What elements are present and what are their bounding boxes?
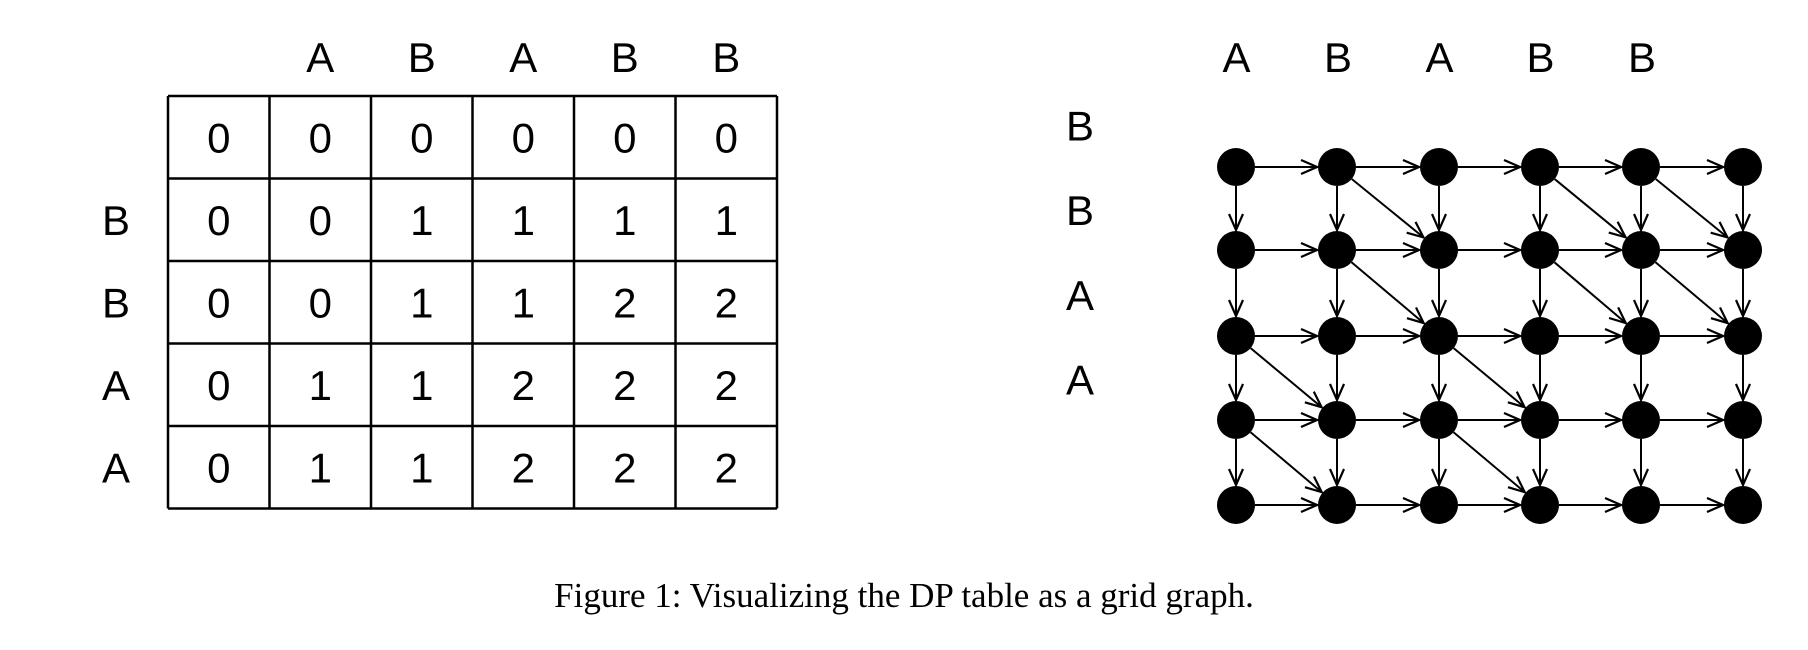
dp-row-label: B [102,197,130,244]
dp-cell: 0 [715,114,738,161]
dp-column-label: A [509,34,537,81]
dp-cell: 2 [715,444,738,491]
graph-node [1318,401,1356,439]
graph-row-label: B [1066,187,1094,234]
dp-cell: 0 [207,197,230,244]
dp-column-label: B [712,34,740,81]
graph-node [1217,148,1255,186]
dp-cell: 2 [512,444,535,491]
dp-row-label: A [102,362,130,409]
graph-node [1724,401,1762,439]
diagonal-edge [1452,347,1525,407]
graph-node [1318,231,1356,269]
dp-cell: 0 [309,279,332,326]
dp-cell: 0 [512,114,535,161]
dp-cell: 0 [309,197,332,244]
graph-column-label: B [1628,34,1656,81]
diagonal-edge [1553,261,1625,323]
dp-cell: 0 [207,444,230,491]
dp-column-label: A [306,34,334,81]
diagonal-edge [1249,347,1322,407]
graph-node [1724,486,1762,524]
dp-cell: 1 [309,444,332,491]
dp-cell: 0 [207,279,230,326]
dp-row-label: B [102,279,130,326]
dp-grid-lines [166,94,779,510]
graph-node [1217,317,1255,355]
dp-cell: 2 [613,444,636,491]
graph-node [1420,401,1458,439]
graph-column-label: B [1526,34,1554,81]
graph-node [1724,231,1762,269]
diagonal-edge [1351,178,1424,237]
dp-cell: 1 [410,279,433,326]
graph-node [1420,148,1458,186]
graph-node [1318,148,1356,186]
graph-node [1521,317,1559,355]
graph-node [1318,486,1356,524]
graph-node [1217,401,1255,439]
graph-row-label: A [1066,272,1094,319]
dp-cell: 1 [512,197,535,244]
dp-column-label: B [611,34,639,81]
graph-node [1217,231,1255,269]
figure-caption: Figure 1: Visualizing the DP table as a … [554,576,1254,615]
graph-node [1521,486,1559,524]
dp-cell: 0 [207,114,230,161]
graph-node [1724,148,1762,186]
diagonal-edge [1350,261,1424,323]
graph-node [1622,231,1660,269]
dp-cell: 1 [410,362,433,409]
graph-row-label: B [1066,103,1094,150]
dp-column-label: B [408,34,436,81]
graph-column-label: A [1425,34,1453,81]
dp-row-label: A [102,444,130,491]
dp-cell: 2 [715,362,738,409]
dp-cell: 2 [613,362,636,409]
graph-row-label: A [1066,357,1094,404]
dp-cell: 1 [410,197,433,244]
graph-node [1420,486,1458,524]
diagonal-edge [1654,261,1728,323]
graph-node [1521,231,1559,269]
graph-node [1521,401,1559,439]
graph-node [1420,317,1458,355]
diagonal-edge [1249,431,1322,492]
dp-cell: 1 [613,197,636,244]
dp-cell: 1 [410,444,433,491]
graph-node [1521,148,1559,186]
dp-cell: 0 [309,114,332,161]
dp-cell: 1 [512,279,535,326]
dp-cell: 2 [613,279,636,326]
graph-node [1622,401,1660,439]
graph-node [1622,486,1660,524]
graph-node [1318,317,1356,355]
dp-cell: 0 [410,114,433,161]
graph-nodes [1217,148,1762,524]
graph-edges [1236,167,1743,505]
dp-cell: 0 [613,114,636,161]
dp-cell: 0 [207,362,230,409]
graph-node [1724,317,1762,355]
graph-node [1217,486,1255,524]
dp-cell: 2 [715,279,738,326]
diagonal-edge [1554,178,1626,237]
graph-node [1622,148,1660,186]
dp-cell: 1 [309,362,332,409]
dp-cell: 2 [512,362,535,409]
graph-column-label: A [1222,34,1250,81]
graph-node [1420,231,1458,269]
graph-node [1622,317,1660,355]
dp-cell: 1 [715,197,738,244]
diagonal-edge [1655,178,1728,237]
graph-column-label: B [1324,34,1352,81]
diagonal-edge [1452,431,1525,492]
